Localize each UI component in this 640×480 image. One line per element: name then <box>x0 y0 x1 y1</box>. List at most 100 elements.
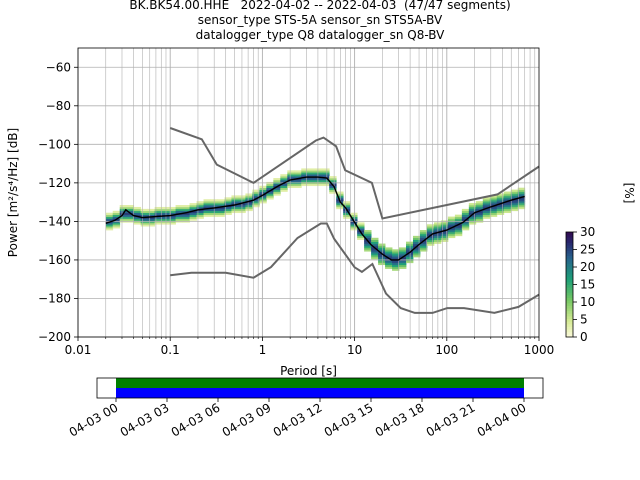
y-tick-label: −180 <box>38 291 71 305</box>
heatmap-cell <box>496 205 505 208</box>
heatmap-cell <box>231 197 239 200</box>
heatmap-cell <box>245 206 253 210</box>
colorbar-segment <box>566 302 573 306</box>
heatmap-cell <box>175 218 183 221</box>
heatmap-cell <box>392 257 400 260</box>
heatmap-cell <box>266 187 274 190</box>
heatmap-cell <box>175 205 183 208</box>
heatmap-cell <box>182 212 190 215</box>
heatmap-cell <box>287 176 295 179</box>
heatmap-cell <box>301 178 309 181</box>
heatmap-cell <box>196 206 204 210</box>
heatmap-cell <box>315 170 323 173</box>
timeline-tick-label: 04-03 18 <box>373 400 427 439</box>
heatmap-cell <box>182 206 190 210</box>
heatmap-cell <box>217 205 225 208</box>
psd-curves <box>105 127 540 314</box>
heatmap-cell <box>503 210 512 214</box>
heatmap-cell <box>364 233 372 237</box>
heatmap-cell <box>147 222 156 225</box>
colorbar-segment <box>566 274 573 278</box>
heatmap-cell <box>301 179 309 183</box>
heatmap-cell <box>357 222 365 225</box>
heatmap-cell <box>182 208 190 212</box>
heatmap-cell <box>175 206 183 210</box>
heatmap-cell <box>119 214 128 217</box>
heatmap-cell <box>489 212 498 215</box>
heatmap-cell <box>112 224 121 227</box>
heatmap-cell <box>105 228 114 231</box>
heatmap-cell <box>510 208 519 212</box>
heatmap-cell <box>217 206 225 210</box>
heatmap-cell <box>217 199 225 202</box>
heatmap-cell <box>322 174 330 177</box>
heatmap-cell <box>406 253 414 256</box>
heatmap-cell <box>343 216 351 219</box>
plot-frame <box>77 47 540 338</box>
heatmap-cell <box>378 251 386 254</box>
heatmap-cell <box>357 228 365 231</box>
heatmap-cell <box>378 260 386 264</box>
heatmap-cell <box>140 208 149 212</box>
heatmap-cell <box>357 235 365 239</box>
timeline-tick-label: 04-03 06 <box>169 400 223 439</box>
heatmap-cell <box>364 235 372 239</box>
heatmap-cell <box>308 168 316 171</box>
heatmap-cell <box>482 210 491 214</box>
heatmap-cell <box>105 218 114 221</box>
heatmap-cell <box>196 201 204 204</box>
coverage-bar-blue <box>116 388 524 398</box>
heatmap-cell <box>371 245 379 248</box>
timeline-tick-label: 04-03 03 <box>118 400 172 439</box>
heatmap-cell <box>440 239 449 242</box>
colorbar-tick-label: 25 <box>580 243 595 257</box>
heatmap-cell <box>468 216 477 219</box>
heatmap-cell <box>168 222 176 225</box>
heatmap-cell <box>133 206 142 210</box>
heatmap-cell <box>280 187 288 190</box>
heatmap-cell <box>447 235 456 239</box>
heatmap-cell <box>133 222 142 225</box>
heatmap-cell <box>280 174 288 177</box>
heatmap-cell <box>168 216 176 219</box>
heatmap-cell <box>468 203 477 206</box>
heatmap-cell <box>168 218 176 221</box>
heatmap-cell <box>189 218 197 221</box>
heatmap-cell <box>482 197 491 200</box>
heatmap-cell <box>119 216 128 219</box>
heatmap-cell <box>426 239 435 242</box>
heatmap-cell <box>126 210 135 214</box>
heatmap-cell <box>454 226 463 229</box>
heatmap-cell <box>426 230 435 233</box>
heatmap-cell <box>161 208 169 212</box>
heatmap-cell <box>385 260 393 264</box>
heatmap-cell <box>475 208 484 212</box>
heatmap-cell <box>315 178 323 181</box>
heatmap-cell <box>426 241 435 244</box>
x-tick-label: 0.1 <box>161 343 180 357</box>
heatmap-cell <box>280 178 288 181</box>
heatmap-cell <box>357 237 365 241</box>
colorbar-segment <box>566 313 573 317</box>
timeline-tick-label: 04-03 21 <box>424 400 478 439</box>
heatmap-cell <box>126 205 135 208</box>
heatmap-cell <box>287 179 295 183</box>
heatmap-cell <box>489 197 498 200</box>
heatmap-cell <box>447 231 456 235</box>
heatmap-cell <box>140 218 149 221</box>
heatmap-cell <box>406 255 414 258</box>
heatmap-cell <box>517 197 526 200</box>
heatmap-cell <box>175 216 183 219</box>
heatmap-cell <box>503 195 512 198</box>
heatmap-cell <box>343 201 351 204</box>
heatmap-cell <box>378 257 386 260</box>
heatmap-cell <box>475 206 484 210</box>
heatmap-cell <box>245 205 253 208</box>
heatmap-cell <box>419 245 428 248</box>
heatmap-cell <box>412 255 421 258</box>
heatmap-cell <box>392 260 400 264</box>
heatmap-cell <box>454 231 463 235</box>
timeline-tick-label: 04-03 09 <box>220 400 274 439</box>
heatmap-cell <box>426 235 435 239</box>
figure-title-line-2: sensor_type STS-5A sensor_sn STS5A-BV <box>197 13 443 27</box>
